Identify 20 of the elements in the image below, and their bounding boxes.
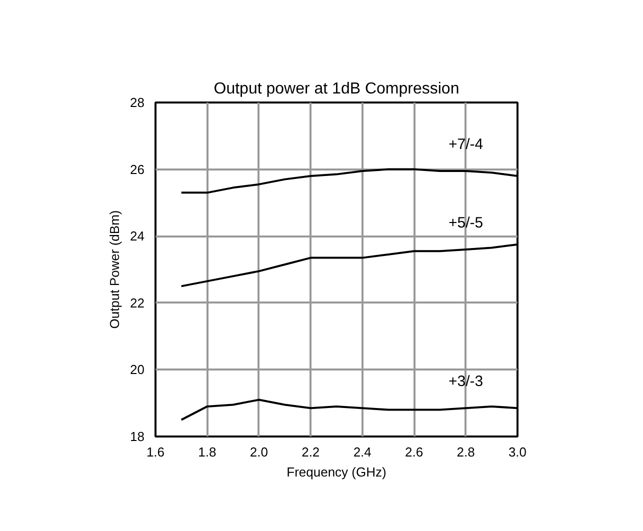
- y-tick-label: 20: [130, 362, 145, 378]
- y-tick-label: 22: [130, 295, 145, 310]
- x-tick-label: 2.8: [456, 444, 475, 460]
- y-tick-label: 26: [130, 162, 145, 177]
- y-tick-label: 28: [130, 95, 145, 110]
- x-axis-title: Frequency (GHz): [286, 464, 386, 480]
- y-tick-label: 24: [130, 228, 145, 244]
- y-tick-label: 18: [130, 429, 145, 444]
- x-tick-label: 1.8: [198, 444, 216, 460]
- y-axis-title: Output Power (dBm): [107, 210, 122, 329]
- x-tick-label: 2.2: [302, 444, 320, 460]
- x-tick-label: 3.0: [508, 444, 527, 460]
- x-tick-label: 2.6: [405, 444, 424, 460]
- series-label: +7/-4: [448, 136, 484, 153]
- x-tick-label: 2.4: [353, 444, 372, 460]
- series-label: +3/-3: [448, 373, 484, 390]
- x-tick-label: 2.0: [250, 444, 268, 460]
- x-tick-label: 1.6: [146, 444, 165, 460]
- series-label: +5/-5: [448, 214, 484, 232]
- chart-title: Output power at 1dB Compression: [214, 80, 460, 98]
